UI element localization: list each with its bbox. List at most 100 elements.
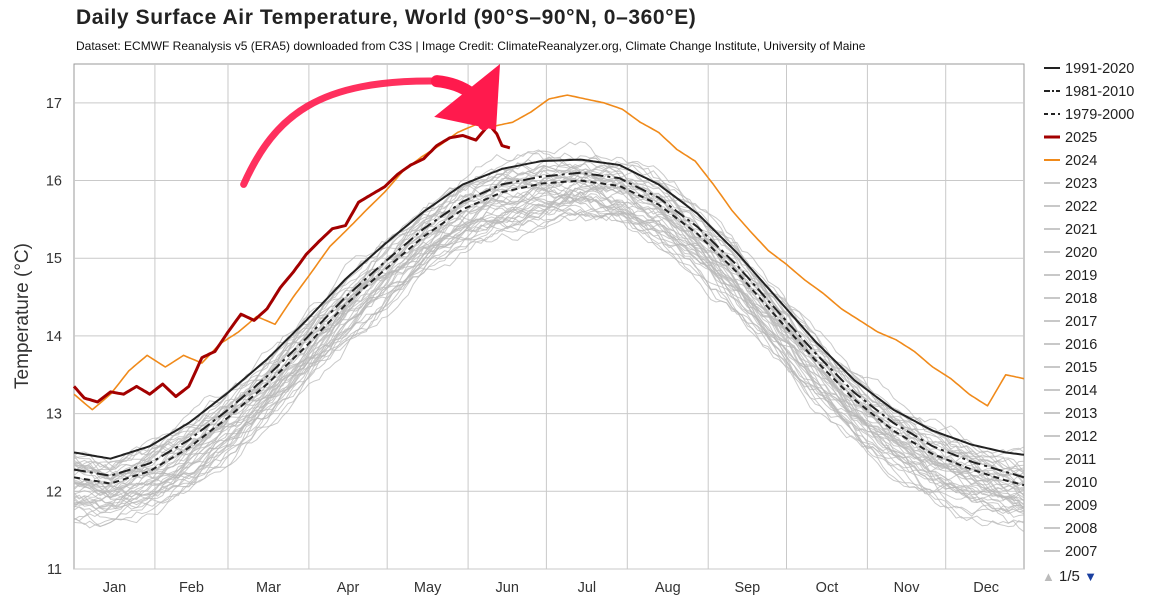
- legend-item[interactable]: 2018: [1044, 291, 1097, 307]
- axis-layer: 11 12 13 14 15 16 17 Jan Feb Mar Apr May Jun Jul Aug Se…: [46, 96, 999, 596]
- x-tick-label: Jun: [496, 580, 519, 596]
- historical-years-layer: [73, 141, 1025, 533]
- plot-frame: [73, 63, 1025, 570]
- legend-item[interactable]: 2024: [1044, 153, 1097, 169]
- legend-label: 1981-2010: [1065, 84, 1134, 100]
- historical-year-line: [73, 196, 1025, 518]
- y-tick-label: 13: [46, 407, 62, 423]
- historical-year-line: [73, 208, 1025, 528]
- legend-label: 1979-2000: [1065, 107, 1134, 123]
- historical-year-line: [73, 171, 1025, 490]
- historical-year-line: [73, 197, 1025, 529]
- legend-label: 2017: [1065, 314, 1097, 330]
- x-tick-label: May: [414, 580, 442, 596]
- legend-label: 2024: [1065, 153, 1097, 169]
- series-line-1991-2020: [73, 158, 1025, 460]
- grid-layer: [73, 63, 1025, 570]
- legend-label: 2025: [1065, 130, 1097, 146]
- historical-year-line: [73, 177, 1025, 513]
- legend-item[interactable]: 1991-2020: [1044, 61, 1134, 77]
- legend-item[interactable]: 2019: [1044, 268, 1097, 284]
- legend-label: 2009: [1065, 498, 1097, 514]
- legend-label: 2016: [1065, 337, 1097, 353]
- legend-item[interactable]: 2021: [1044, 222, 1097, 238]
- y-tick-label: 17: [46, 96, 62, 112]
- legend-label: 2022: [1065, 199, 1097, 215]
- historical-year-line: [73, 212, 1025, 515]
- legend-label: 2023: [1065, 176, 1097, 192]
- x-tick-label: Apr: [337, 580, 360, 596]
- legend-item[interactable]: 2017: [1044, 314, 1097, 330]
- historical-year-line: [73, 194, 1025, 501]
- legend-label: 2019: [1065, 268, 1097, 284]
- legend-item[interactable]: 2007: [1044, 544, 1097, 560]
- x-tick-label: Sep: [734, 580, 760, 596]
- x-tick-label: Aug: [655, 580, 681, 596]
- legend-item[interactable]: 2023: [1044, 176, 1097, 192]
- legend-page-indicator: 1/5: [1059, 568, 1080, 585]
- chart-title: Daily Surface Air Temperature, World (90…: [76, 6, 697, 29]
- historical-year-line: [73, 157, 1025, 470]
- legend-label: 2011: [1065, 452, 1096, 468]
- y-tick-label: 12: [46, 484, 62, 500]
- legend-item[interactable]: 2014: [1044, 383, 1097, 399]
- x-tick-label: Nov: [894, 580, 921, 596]
- triangle-up-icon[interactable]: ▲: [1042, 569, 1055, 584]
- x-tick-label: Feb: [179, 580, 204, 596]
- legend[interactable]: 1991-2020 1981-2010 1979-2000 2025 2024 2023 2…: [1044, 61, 1134, 560]
- legend-item[interactable]: 2022: [1044, 199, 1097, 215]
- historical-year-line: [73, 184, 1025, 522]
- historical-year-line: [73, 196, 1025, 509]
- legend-item[interactable]: 2013: [1044, 406, 1097, 422]
- legend-label: 2021: [1065, 222, 1097, 238]
- legend-item[interactable]: 2020: [1044, 245, 1097, 261]
- y-axis-label: Temperature (°C): [12, 243, 33, 389]
- legend-pager[interactable]: ▲ 1/5 ▼: [1042, 568, 1097, 585]
- legend-label: 2007: [1065, 544, 1097, 560]
- historical-year-line: [73, 154, 1025, 474]
- series-layer: [72, 94, 1025, 487]
- triangle-down-icon[interactable]: ▼: [1084, 569, 1097, 584]
- y-tick-label: 11: [47, 562, 62, 578]
- legend-item[interactable]: 2015: [1044, 360, 1097, 376]
- legend-item[interactable]: 2009: [1044, 498, 1097, 514]
- historical-year-line: [73, 198, 1025, 533]
- series-line-1981-2010: [73, 171, 1025, 479]
- legend-item[interactable]: 2010: [1044, 475, 1097, 491]
- legend-item[interactable]: 2008: [1044, 521, 1097, 537]
- legend-label: 2018: [1065, 291, 1097, 307]
- historical-year-line: [73, 169, 1025, 487]
- historical-year-line: [73, 211, 1025, 527]
- series-line-1979-2000: [73, 179, 1025, 487]
- historical-year-line: [73, 196, 1025, 510]
- legend-label: 2012: [1065, 429, 1097, 445]
- y-tick-label: 15: [46, 251, 62, 267]
- legend-label: 2013: [1065, 406, 1097, 422]
- legend-label: 2008: [1065, 521, 1097, 537]
- x-tick-label: Dec: [973, 580, 999, 596]
- chart-subtitle: Dataset: ECMWF Reanalysis v5 (ERA5) down…: [76, 39, 866, 53]
- legend-item[interactable]: 1981-2010: [1044, 84, 1134, 100]
- legend-label: 2020: [1065, 245, 1097, 261]
- historical-year-line: [73, 187, 1025, 521]
- historical-year-line: [73, 187, 1025, 506]
- legend-item[interactable]: 2011: [1044, 452, 1096, 468]
- legend-item[interactable]: 2016: [1044, 337, 1097, 353]
- historical-year-line: [73, 183, 1025, 506]
- series-line-2024: [73, 94, 1025, 411]
- legend-item[interactable]: 2012: [1044, 429, 1097, 445]
- legend-item[interactable]: 2025: [1044, 130, 1097, 146]
- legend-item[interactable]: 1979-2000: [1044, 107, 1134, 123]
- historical-year-line: [73, 152, 1025, 471]
- legend-label: 2010: [1065, 475, 1097, 491]
- y-tick-label: 14: [46, 329, 62, 345]
- annotation-layer: [240, 64, 501, 188]
- historical-year-line: [73, 178, 1025, 499]
- x-tick-label: Jan: [103, 580, 126, 596]
- x-tick-label: Mar: [256, 580, 281, 596]
- annotation-arrow-head: [434, 64, 501, 131]
- legend-label: 1991-2020: [1065, 61, 1134, 77]
- legend-label: 2014: [1065, 383, 1097, 399]
- legend-label: 2015: [1065, 360, 1097, 376]
